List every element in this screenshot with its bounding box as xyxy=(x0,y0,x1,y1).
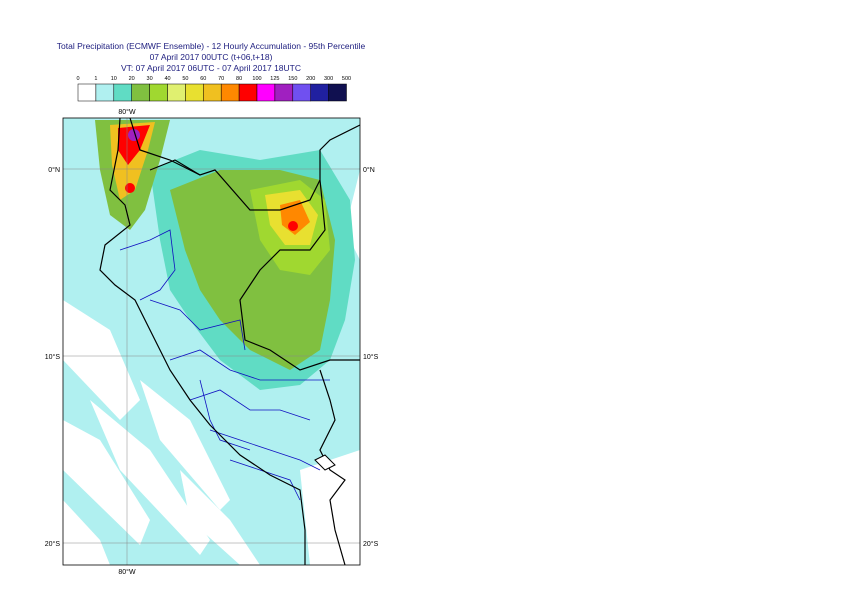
level-label: 50 xyxy=(182,76,188,82)
level-label: 60 xyxy=(200,76,206,82)
color-box xyxy=(310,83,329,102)
title: Total Precipitation (ECMWF Ensemble) - 1… xyxy=(57,41,366,51)
color-box xyxy=(77,83,97,102)
level-label: 30 xyxy=(147,76,153,82)
level-label: 70 xyxy=(218,76,224,82)
level-label: 10 xyxy=(111,76,117,82)
lat-label: 20°S xyxy=(363,540,379,548)
level-label: 125 xyxy=(270,76,279,82)
lat-label: 10°S xyxy=(363,353,379,361)
color-box xyxy=(185,83,204,102)
color-box xyxy=(131,83,150,102)
lat-labels: 0°N 0°N 10°S 10°S 20°S 20°S xyxy=(45,166,379,548)
color-box xyxy=(149,83,168,102)
lon-label: 80°W xyxy=(118,568,136,576)
lat-label: 20°S xyxy=(45,540,61,548)
level-label: 20 xyxy=(129,76,135,82)
color-box xyxy=(167,83,186,102)
lat-label: 10°S xyxy=(45,353,61,361)
color-box xyxy=(220,83,240,102)
map xyxy=(63,118,360,565)
level-label: 1 xyxy=(94,76,97,82)
map-frame xyxy=(62,117,361,566)
level-label: 0 xyxy=(76,76,79,82)
color-box xyxy=(113,83,132,102)
colorbar: 0 1 10 20 30 40 50 60 70 80 100 125 150 200 300 500 xyxy=(76,76,351,102)
level-label: 100 xyxy=(252,76,261,82)
level-label: 500 xyxy=(342,76,351,82)
lon-label: 80°W xyxy=(118,108,136,116)
color-box xyxy=(292,83,311,102)
color-box xyxy=(95,83,115,102)
level-label: 150 xyxy=(288,76,297,82)
color-box xyxy=(256,83,276,102)
subtitle: 07 April 2017 00UTC (t+06,t+18) xyxy=(150,52,273,62)
level-label: 300 xyxy=(324,76,333,82)
valid-time: VT: 07 April 2017 06UTC - 07 April 2017 … xyxy=(121,63,301,73)
lat-label: 0°N xyxy=(48,166,60,174)
lat-label: 0°N xyxy=(363,166,375,174)
level-label: 200 xyxy=(306,76,315,82)
color-box xyxy=(203,83,222,102)
level-label: 40 xyxy=(164,76,170,82)
color-box xyxy=(238,83,258,102)
color-box xyxy=(328,83,347,102)
color-box xyxy=(274,83,294,102)
level-label: 80 xyxy=(236,76,242,82)
